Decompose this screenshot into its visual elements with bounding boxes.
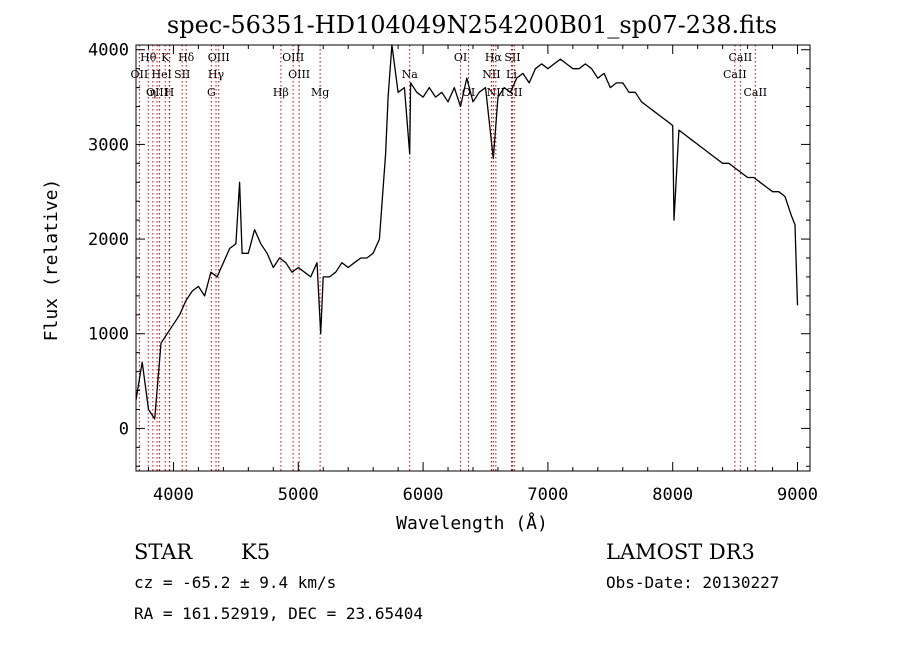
spectrum-series xyxy=(135,44,799,420)
x-tick-label: 6000 xyxy=(403,485,444,505)
spectral-line-label: SII xyxy=(174,68,190,81)
x-axis-label: Wavelength (Å) xyxy=(396,512,548,534)
x-tick-label: 9000 xyxy=(777,485,818,505)
y-tick-label: 4000 xyxy=(88,41,129,61)
spectral-line-label: He xyxy=(152,68,168,81)
spectral-line-label: Hβ xyxy=(273,86,289,99)
y-axis-label: Flux (relative) xyxy=(41,179,62,342)
spectral-line-label: SII xyxy=(506,86,522,99)
y-tick-label: 1000 xyxy=(88,325,129,345)
spectral-line-label: OII xyxy=(131,68,149,81)
y-tick-label: 3000 xyxy=(88,135,129,155)
x-tick-label: 4000 xyxy=(153,485,194,505)
spectral-line-label: SII xyxy=(504,51,520,64)
y-axis-ticks: 0 1000 2000 3000 4000 xyxy=(88,41,810,467)
spectral-line-markers xyxy=(138,45,756,471)
spectral-line-label: OI xyxy=(454,51,467,64)
spectral-line-label: OIII xyxy=(288,68,310,81)
x-tick-label: 8000 xyxy=(652,485,693,505)
spectrum-line xyxy=(135,44,799,420)
x-tick-label: 5000 xyxy=(278,485,319,505)
x-tick-label: 7000 xyxy=(527,485,568,505)
spectral-line-label: OIII xyxy=(208,51,230,64)
spectral-line-label: η xyxy=(150,86,157,99)
spectral-line-label: NII xyxy=(482,68,500,81)
spectral-line-label: Hγ xyxy=(208,68,225,81)
spectral-line-label: CaII xyxy=(723,68,747,81)
spectral-line-label: Mg xyxy=(311,86,329,99)
spectral-line-label: Hθ xyxy=(140,51,157,64)
spectral-line-label: CaII xyxy=(729,51,753,64)
spectral-line-label: NII xyxy=(487,86,505,99)
object-subclass: K5 xyxy=(241,540,270,564)
spectral-line-label: Hα xyxy=(485,51,503,64)
y-tick-label: 2000 xyxy=(88,230,129,250)
y-tick-label: 0 xyxy=(119,419,129,439)
spectral-line-label: Hδ xyxy=(178,51,195,64)
object-class: STAR xyxy=(134,540,193,564)
spectral-line-label: OIII xyxy=(146,86,168,99)
spectral-line-label: G xyxy=(207,86,216,99)
spectral-line-label: Na xyxy=(402,68,419,81)
spectral-line-label: H xyxy=(165,86,175,99)
spectral-line-label: Li xyxy=(506,68,517,81)
spectral-line-label: K xyxy=(161,51,170,64)
chart-title: spec-56351-HD104049N254200B01_sp07-238.f… xyxy=(167,11,777,39)
plot-frame xyxy=(135,44,811,472)
spectral-line-label: I xyxy=(168,68,172,81)
x-axis-ticks: 4000 5000 6000 7000 8000 9000 xyxy=(147,45,818,505)
survey-name: LAMOST DR3 xyxy=(606,540,755,564)
spectral-line-label: OIII xyxy=(282,51,304,64)
obs-date: Obs-Date: 20130227 xyxy=(606,573,779,592)
coordinates: RA = 161.52919, DEC = 23.65404 xyxy=(134,604,423,623)
redshift-text: cz = -65.2 ± 9.4 km/s xyxy=(134,573,336,592)
spectral-line-label: CaII xyxy=(743,86,767,99)
